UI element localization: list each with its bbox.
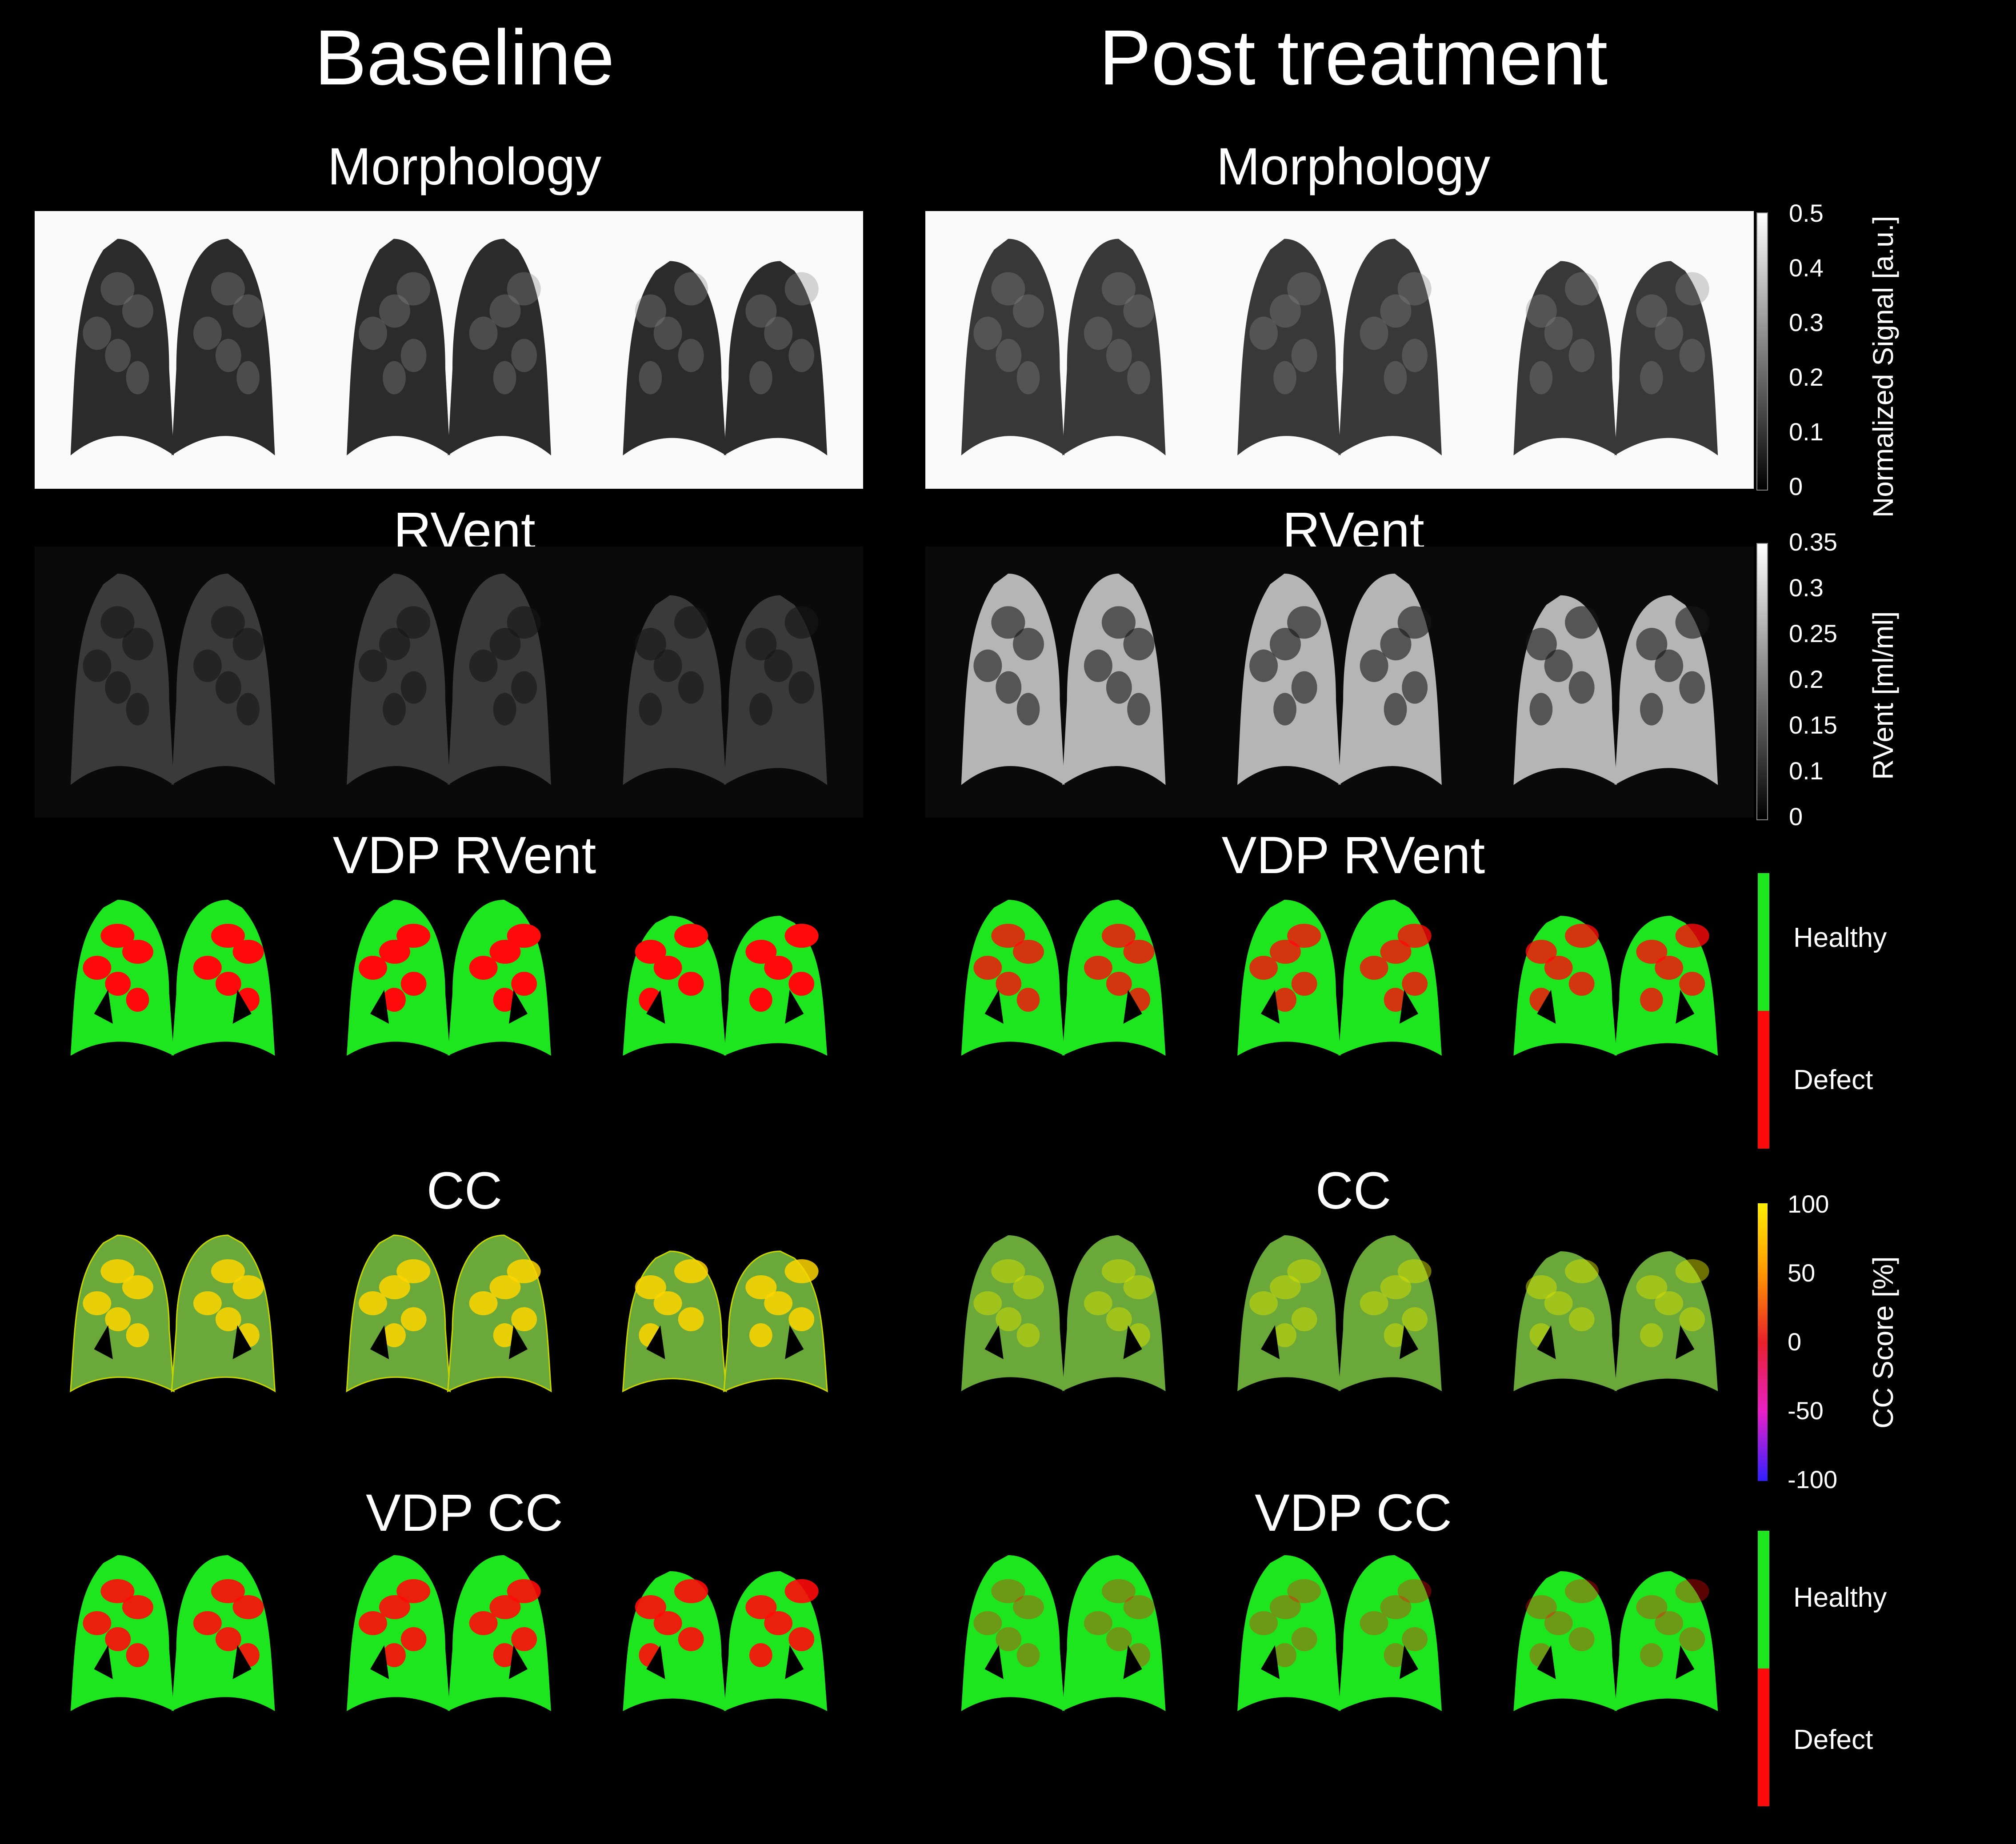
cc-tick-0: 100 bbox=[1788, 1190, 1829, 1218]
row-title-cc-baseline: CC bbox=[426, 1161, 503, 1220]
lung-slice bbox=[1237, 574, 1442, 785]
rvent-tick-4: 0.15 bbox=[1789, 711, 1837, 739]
lung-slice bbox=[70, 574, 275, 785]
lung-slice bbox=[1513, 1251, 1718, 1391]
morph-tick-3: 0.2 bbox=[1789, 363, 1824, 391]
rvent-baseline-image bbox=[35, 547, 863, 818]
row-title-vdp-cc-baseline: VDP CC bbox=[366, 1484, 563, 1542]
lung-slice bbox=[1237, 239, 1442, 455]
rvent-tick-1: 0.3 bbox=[1789, 574, 1824, 602]
lung-slice bbox=[961, 1555, 1166, 1711]
vdp-rvent-defect-bar bbox=[1758, 1011, 1769, 1149]
lung-slice bbox=[961, 239, 1166, 455]
row-title-vdp-rvent-post: VDP RVent bbox=[1221, 826, 1485, 885]
morphology-baseline-image bbox=[35, 211, 863, 489]
lung-slice bbox=[1237, 900, 1442, 1056]
lung-slice bbox=[623, 595, 828, 785]
rvent-tick-2: 0.25 bbox=[1789, 619, 1837, 647]
lung-slice bbox=[347, 239, 551, 455]
lung-slice bbox=[623, 916, 828, 1056]
vdp-cc-post-map bbox=[961, 1555, 1718, 1711]
lung-slice bbox=[1513, 595, 1718, 785]
lung-slice bbox=[70, 900, 275, 1056]
vdp-rvent-post-map bbox=[961, 900, 1718, 1056]
lung-slice bbox=[70, 1555, 275, 1711]
cc-post-map bbox=[961, 1235, 1718, 1391]
morphology-colorbar-title: Normalized Signal [a.u.] bbox=[1867, 216, 1899, 518]
rvent-tick-0: 0.35 bbox=[1789, 528, 1837, 556]
lung-slice bbox=[347, 900, 551, 1056]
lung-slice bbox=[1513, 1571, 1718, 1711]
rvent-tick-3: 0.2 bbox=[1789, 665, 1824, 693]
vdp-rvent-healthy-label: Healthy bbox=[1793, 922, 1887, 953]
row-title-vdp-rvent-baseline: VDP RVent bbox=[332, 826, 596, 885]
lung-slice bbox=[622, 1250, 828, 1393]
lung-slice bbox=[70, 239, 275, 455]
vdp-cc-defect-bar bbox=[1758, 1668, 1769, 1806]
rvent-tick-5: 0.1 bbox=[1789, 757, 1824, 785]
vdp-cc-healthy-bar bbox=[1758, 1531, 1769, 1668]
lung-slice bbox=[347, 1555, 551, 1711]
rvent-colorbar bbox=[1756, 543, 1768, 820]
vdp-rvent-defect-label: Defect bbox=[1793, 1065, 1873, 1095]
morphology-colorbar bbox=[1756, 212, 1768, 491]
cc-tick-2: 0 bbox=[1788, 1328, 1802, 1356]
cc-colorbar-title: CC Score [%] bbox=[1867, 1256, 1899, 1429]
cc-tick-4: -100 bbox=[1788, 1465, 1838, 1493]
vdp-cc-healthy-label: Healthy bbox=[1793, 1582, 1887, 1613]
cc-baseline-map bbox=[70, 1234, 828, 1393]
lung-slice bbox=[1513, 916, 1718, 1056]
lung-slice bbox=[961, 1235, 1166, 1391]
morph-tick-2: 0.3 bbox=[1789, 308, 1824, 336]
cc-tick-1: 50 bbox=[1788, 1259, 1816, 1287]
morph-tick-1: 0.4 bbox=[1789, 254, 1824, 282]
lung-slice bbox=[1237, 1555, 1442, 1711]
morphology-post-image bbox=[925, 211, 1754, 489]
column-title-baseline: Baseline bbox=[314, 14, 615, 101]
row-title-cc-post: CC bbox=[1315, 1161, 1392, 1220]
lung-slice bbox=[623, 261, 828, 455]
morph-tick-0: 0.5 bbox=[1789, 199, 1824, 227]
column-title-post-treatment: Post treatment bbox=[1099, 14, 1608, 101]
rvent-post-image bbox=[925, 547, 1754, 818]
cc-tick-3: -50 bbox=[1788, 1397, 1824, 1425]
morph-tick-5: 0 bbox=[1789, 472, 1803, 500]
row-title-vdp-cc-post: VDP CC bbox=[1255, 1484, 1452, 1542]
lung-slice bbox=[1513, 261, 1718, 455]
row-title-morphology-post: Morphology bbox=[1216, 137, 1491, 196]
morph-tick-4: 0.1 bbox=[1789, 418, 1824, 446]
lung-slice bbox=[623, 1571, 828, 1711]
rvent-tick-6: 0 bbox=[1789, 802, 1803, 830]
lung-slice bbox=[347, 574, 551, 785]
vdp-cc-defect-label: Defect bbox=[1793, 1724, 1873, 1755]
lung-slice bbox=[346, 1234, 552, 1393]
rvent-colorbar-title: RVent [ml/ml] bbox=[1867, 611, 1899, 780]
vdp-rvent-baseline-map bbox=[70, 900, 828, 1056]
lung-slice bbox=[961, 574, 1166, 785]
vdp-cc-baseline-map bbox=[70, 1555, 828, 1711]
row-title-morphology-baseline: Morphology bbox=[327, 137, 602, 196]
lung-slice bbox=[1237, 1235, 1442, 1391]
lung-slice bbox=[961, 900, 1166, 1056]
lung-slice bbox=[70, 1234, 276, 1393]
cc-colorbar bbox=[1758, 1203, 1768, 1481]
vdp-rvent-healthy-bar bbox=[1758, 873, 1769, 1011]
